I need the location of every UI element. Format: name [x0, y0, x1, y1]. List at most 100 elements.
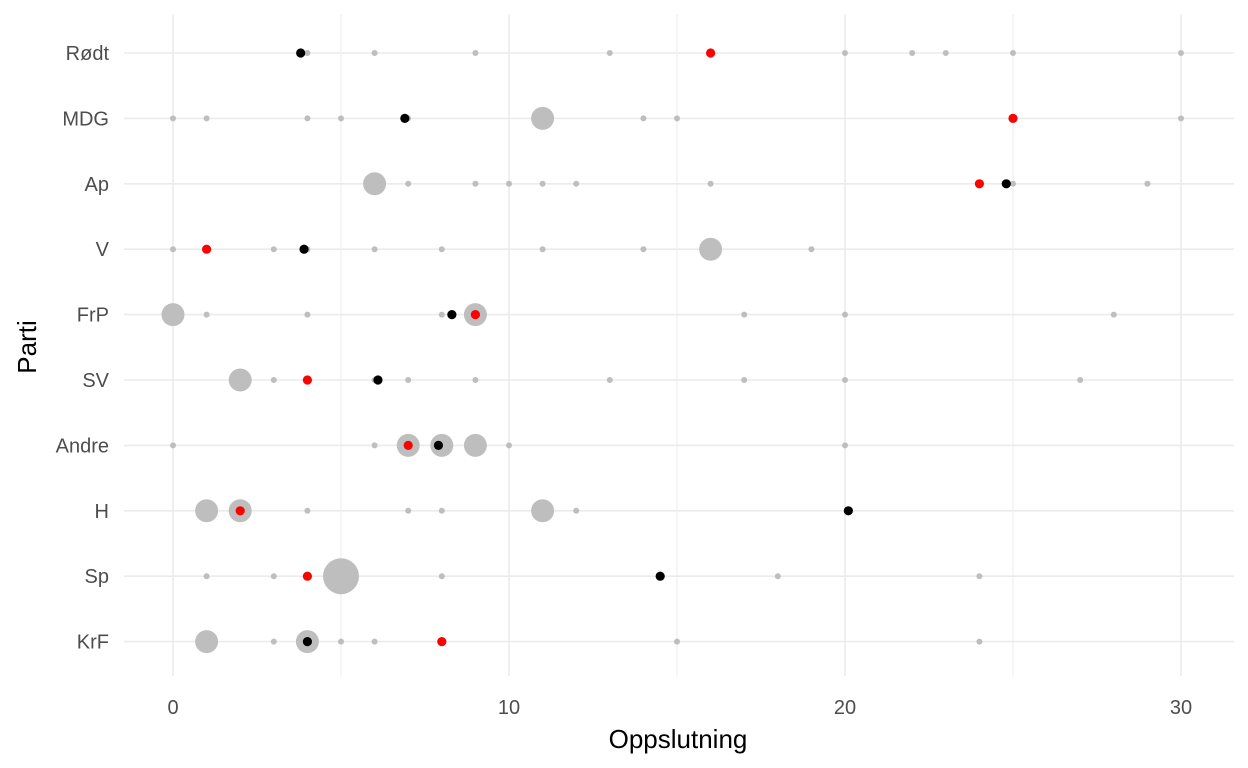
- spread-point: [909, 50, 916, 56]
- spread-point: [161, 303, 185, 327]
- spread-point: [808, 246, 815, 253]
- actual-point: [974, 179, 985, 189]
- spread-point: [472, 377, 479, 383]
- actual-point: [1008, 113, 1018, 123]
- mean-points: [296, 48, 1011, 647]
- spread-point: [363, 172, 387, 196]
- mean-point: [655, 571, 665, 581]
- spread-point: [640, 246, 647, 253]
- spread-point: [531, 106, 555, 130]
- spread-point: [539, 246, 546, 253]
- mean-point: [843, 506, 853, 516]
- spread-point: [270, 246, 277, 253]
- spread-point: [270, 573, 277, 580]
- spread-point: [842, 377, 848, 383]
- spread-point: [270, 638, 277, 645]
- y-axis-tick-labels: Rødt MDG Ap V FrP SV Andre H Sp KrF: [56, 43, 110, 654]
- spread-point: [976, 638, 983, 645]
- y-tick-label: KrF: [77, 632, 109, 654]
- y-tick-label: SV: [82, 370, 109, 392]
- y-axis-title: Parti: [12, 320, 42, 373]
- spread-point: [741, 377, 748, 383]
- actual-point: [470, 310, 480, 320]
- spread-point: [674, 638, 680, 645]
- x-tick-label: 0: [167, 697, 178, 719]
- spread-point: [1077, 377, 1084, 383]
- spread-points: [161, 50, 1184, 654]
- spread-point: [170, 246, 176, 253]
- spread-point: [774, 573, 781, 580]
- y-tick-label: FrP: [77, 305, 109, 327]
- mean-point: [400, 113, 410, 123]
- x-tick-label: 30: [1170, 697, 1192, 719]
- y-tick-label: H: [95, 501, 109, 523]
- spread-point: [942, 50, 949, 56]
- spread-point: [573, 180, 580, 187]
- spread-point: [472, 180, 479, 187]
- spread-point: [438, 573, 445, 580]
- spread-point: [438, 507, 445, 514]
- y-tick-label: Rødt: [66, 43, 110, 65]
- spread-point: [741, 311, 748, 318]
- mean-point: [299, 244, 309, 254]
- spread-point: [1010, 180, 1016, 187]
- actual-point: [202, 244, 212, 254]
- actual-point: [302, 571, 312, 581]
- spread-point: [699, 237, 723, 261]
- spread-point: [405, 377, 412, 383]
- mean-point: [447, 310, 457, 320]
- spread-point: [573, 507, 580, 514]
- spread-point: [506, 180, 512, 187]
- mean-point: [302, 637, 312, 647]
- spread-point: [203, 573, 210, 580]
- spread-point: [228, 368, 252, 392]
- y-tick-label: Ap: [85, 174, 109, 196]
- x-tick-label: 20: [834, 697, 856, 719]
- spread-point: [323, 558, 359, 595]
- spread-point: [842, 311, 848, 318]
- spread-point: [472, 50, 479, 56]
- spread-point: [1110, 311, 1117, 318]
- spread-point: [304, 507, 311, 514]
- spread-point: [1178, 115, 1184, 122]
- actual-point: [302, 375, 312, 385]
- spread-point: [707, 180, 714, 187]
- spread-point: [371, 246, 378, 253]
- spread-point: [1010, 50, 1016, 56]
- x-tick-label: 10: [498, 697, 520, 719]
- mean-point: [296, 48, 306, 58]
- mean-point: [1001, 179, 1011, 189]
- spread-point: [195, 630, 219, 654]
- spread-point: [842, 442, 848, 449]
- spread-point: [170, 442, 176, 449]
- spread-point: [304, 50, 311, 56]
- spread-point: [304, 311, 311, 318]
- y-tick-label: Sp: [85, 566, 109, 588]
- spread-point: [371, 50, 378, 56]
- spread-point: [195, 499, 219, 523]
- actual-points: [202, 48, 1018, 647]
- actual-point: [235, 506, 245, 516]
- spread-point: [338, 638, 344, 645]
- spread-point: [338, 115, 344, 122]
- spread-point: [405, 507, 412, 514]
- grid-lines: [124, 14, 1234, 676]
- spread-point: [842, 50, 848, 56]
- spread-point: [1144, 180, 1151, 187]
- spread-point: [674, 115, 680, 122]
- mean-point: [373, 375, 383, 385]
- spread-point: [405, 180, 412, 187]
- spread-point: [371, 442, 378, 449]
- spread-point: [606, 50, 613, 56]
- spread-point: [438, 246, 445, 253]
- spread-point: [506, 442, 512, 449]
- spread-point: [606, 377, 613, 383]
- spread-point: [371, 638, 378, 645]
- mean-point: [433, 440, 444, 450]
- y-tick-label: MDG: [62, 108, 109, 130]
- spread-point: [1178, 50, 1184, 56]
- spread-point: [463, 433, 487, 457]
- y-tick-label: Andre: [56, 435, 109, 457]
- y-tick-label: V: [96, 239, 110, 261]
